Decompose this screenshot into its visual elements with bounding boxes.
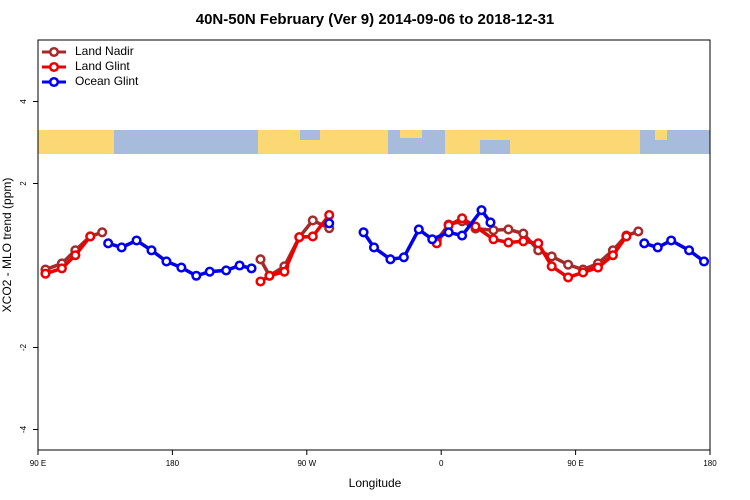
series-point bbox=[146, 245, 157, 256]
series-point bbox=[221, 265, 232, 276]
y-tick-label: 4 bbox=[19, 99, 28, 104]
series-point bbox=[443, 227, 454, 238]
series-point bbox=[488, 225, 499, 236]
legend-swatch-point bbox=[48, 61, 60, 73]
x-tick-label: 90 W bbox=[297, 459, 316, 468]
y-axis-label: XCO2 - MLO trend (ppm) bbox=[0, 178, 14, 313]
series-point bbox=[204, 266, 215, 277]
series-point bbox=[470, 221, 481, 232]
series-point bbox=[503, 224, 514, 235]
series-point bbox=[246, 263, 257, 274]
y-tick-label: -2 bbox=[19, 343, 28, 351]
series-point bbox=[191, 270, 202, 281]
series-point bbox=[633, 226, 644, 237]
plot-frame bbox=[37, 39, 711, 451]
legend-label: Land Nadir bbox=[75, 44, 134, 58]
series-point bbox=[368, 242, 380, 253]
series-point bbox=[621, 231, 632, 242]
x-tick-label: 0 bbox=[439, 459, 444, 468]
x-tick-label: 90 E bbox=[30, 459, 46, 468]
series-point bbox=[518, 228, 529, 239]
series-point bbox=[546, 261, 557, 272]
series-point bbox=[503, 237, 514, 248]
series-point bbox=[563, 272, 574, 283]
series-point bbox=[652, 242, 663, 253]
series-point bbox=[294, 232, 305, 243]
series-point bbox=[176, 262, 187, 273]
series-point bbox=[592, 262, 604, 273]
series-point bbox=[307, 231, 318, 242]
series-point bbox=[385, 254, 396, 265]
legend-swatch-point bbox=[48, 76, 60, 88]
legend-label: Land Glint bbox=[75, 59, 130, 73]
y-tick-label: 2 bbox=[19, 181, 28, 186]
series-point bbox=[578, 267, 589, 278]
series-line bbox=[362, 207, 492, 262]
x-axis-label: Longitude bbox=[349, 476, 402, 490]
x-tick-label: 180 bbox=[703, 459, 717, 468]
series-point bbox=[255, 276, 266, 287]
x-tick-label: 180 bbox=[166, 459, 180, 468]
series-point bbox=[698, 256, 710, 267]
series-point bbox=[358, 227, 369, 238]
series-point bbox=[103, 238, 114, 249]
series-point bbox=[131, 235, 142, 246]
series-point bbox=[488, 234, 499, 245]
legend-swatch-point bbox=[48, 46, 60, 58]
map-strip bbox=[38, 130, 710, 154]
series-point bbox=[476, 205, 487, 216]
series-point bbox=[70, 250, 81, 261]
series-point bbox=[56, 263, 67, 274]
series-point bbox=[398, 252, 409, 263]
series-point bbox=[324, 218, 335, 229]
series-point bbox=[666, 235, 677, 246]
series-point bbox=[161, 256, 172, 267]
series-point bbox=[457, 230, 468, 241]
series-point bbox=[607, 250, 618, 261]
series-point bbox=[234, 260, 245, 271]
series-point bbox=[307, 215, 318, 226]
series-point bbox=[85, 231, 96, 242]
chart-title: 40N-50N February (Ver 9) 2014-09-06 to 2… bbox=[196, 11, 555, 28]
legend-label: Ocean Glint bbox=[75, 74, 139, 88]
series-point bbox=[518, 236, 529, 247]
series-point bbox=[40, 268, 51, 279]
series-point bbox=[533, 238, 544, 249]
series-point bbox=[427, 234, 438, 245]
series-point bbox=[563, 259, 574, 270]
series-point bbox=[413, 224, 424, 235]
series-point bbox=[485, 217, 496, 228]
series-point bbox=[324, 210, 335, 221]
series-point bbox=[255, 254, 266, 265]
series-line bbox=[44, 235, 92, 276]
series-point bbox=[457, 213, 468, 224]
y-tick-label: -4 bbox=[19, 425, 28, 433]
series-point bbox=[264, 270, 275, 281]
x-tick-label: 90 E bbox=[567, 459, 583, 468]
series-point bbox=[684, 245, 695, 256]
series-point bbox=[97, 227, 108, 238]
series-point bbox=[639, 238, 650, 249]
series-point bbox=[116, 242, 127, 253]
series-point bbox=[279, 266, 290, 277]
